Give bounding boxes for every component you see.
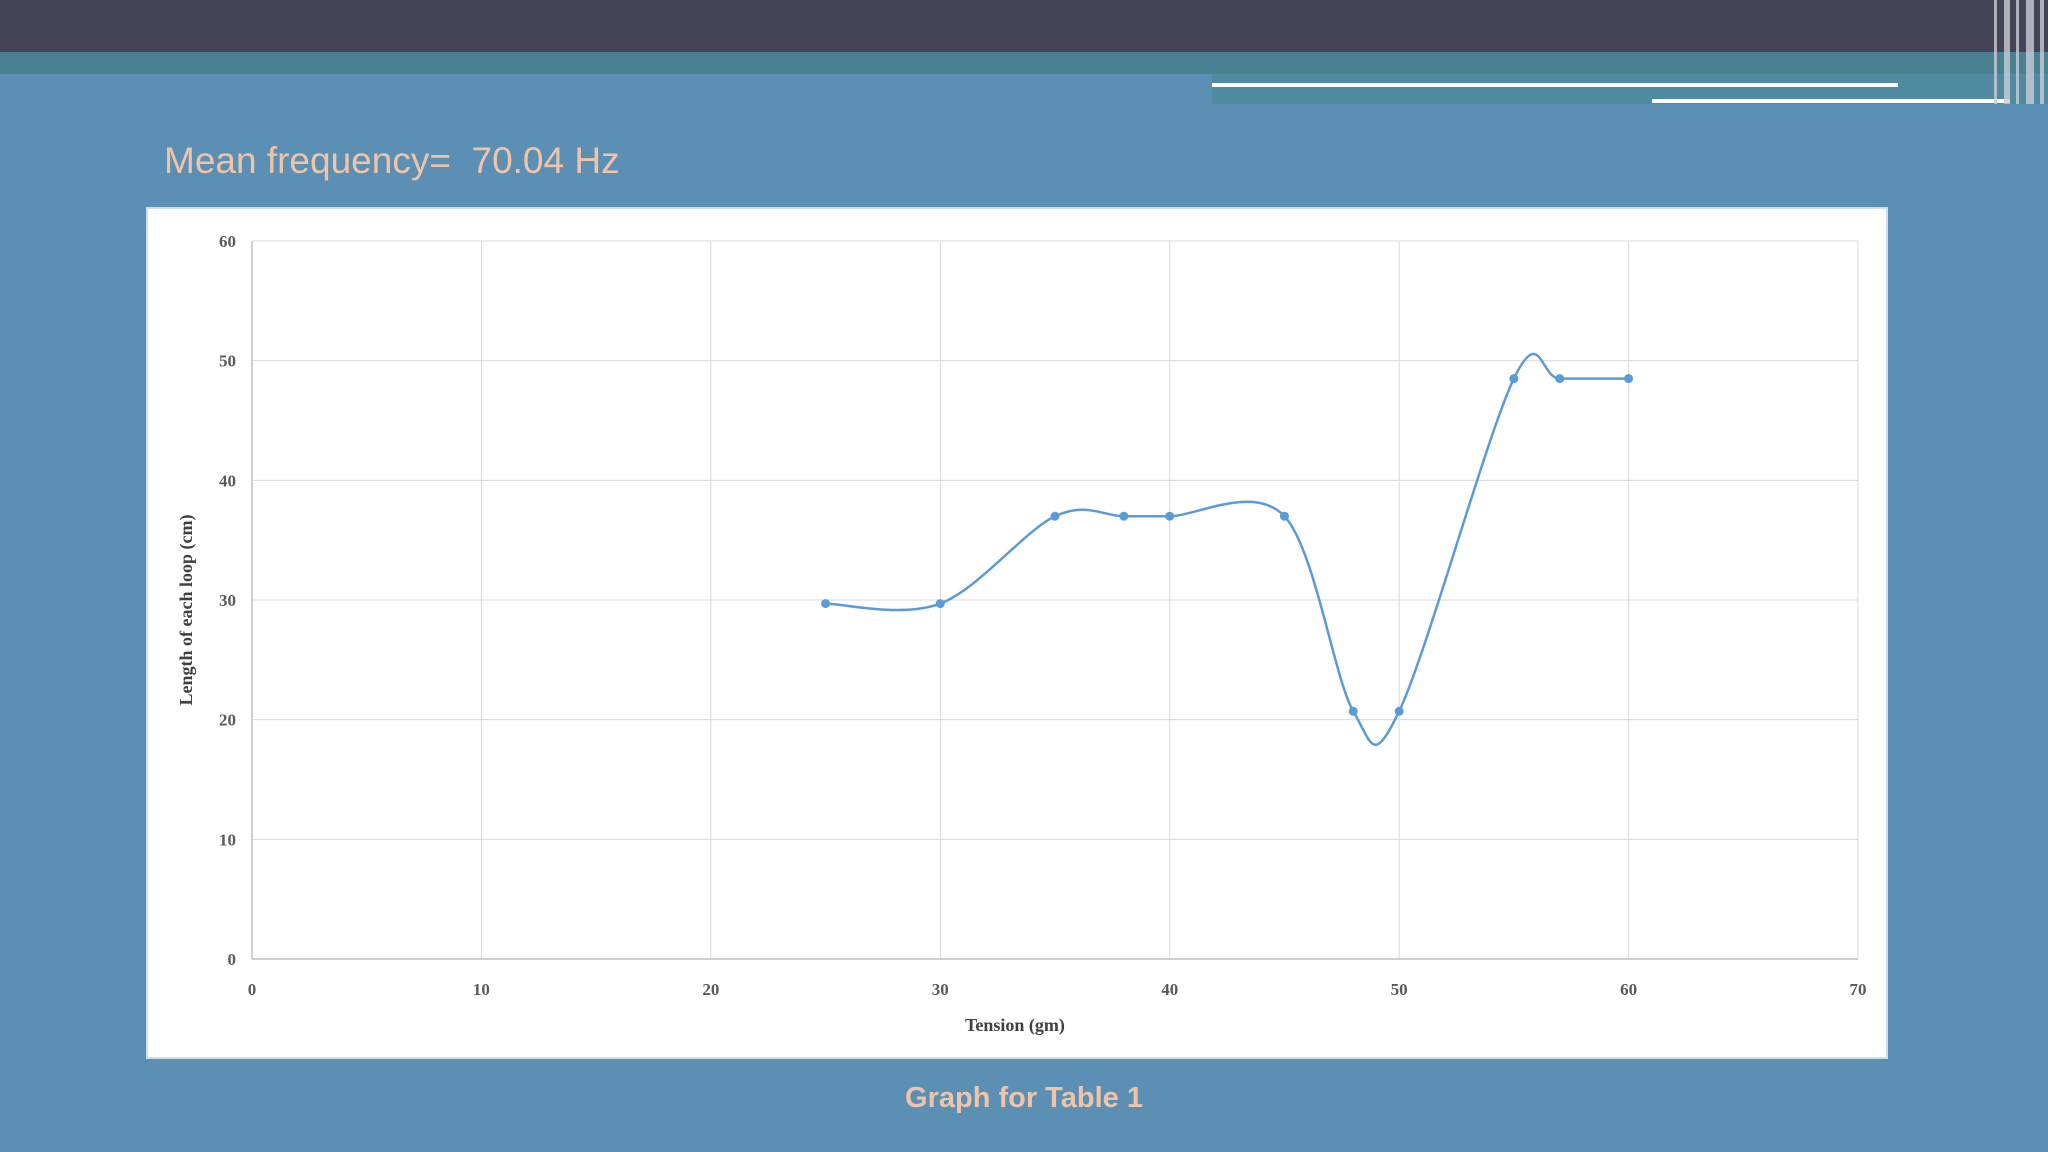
figure-caption: Graph for Table 1 — [905, 1082, 1143, 1114]
data-point — [1050, 511, 1060, 521]
accent-band — [0, 52, 2048, 74]
decorative-stripes — [1990, 0, 2048, 104]
slide-subtitle: Mean frequency= 70.04 Hz — [164, 140, 620, 181]
x-tick-label: 20 — [702, 980, 719, 999]
x-tick-label: 40 — [1161, 980, 1178, 999]
y-tick-label: 30 — [219, 591, 236, 610]
y-tick-label: 20 — [219, 711, 236, 730]
title-bar — [0, 0, 2048, 52]
data-point — [1165, 511, 1175, 521]
y-tick-label: 60 — [219, 232, 236, 251]
x-tick-label: 30 — [932, 980, 949, 999]
decorative-line — [1212, 83, 1898, 87]
y-tick-label: 10 — [219, 830, 236, 849]
data-point — [1119, 511, 1129, 521]
x-tick-label: 0 — [248, 980, 257, 999]
x-axis-title: Tension (gm) — [965, 1015, 1065, 1036]
y-axis-title: Length of each loop (cm) — [176, 515, 197, 706]
y-tick-label: 40 — [219, 471, 236, 490]
chart-frame[interactable]: 0 10 20 30 40 50 60 70 0 10 20 30 40 50 60 Tension (gm)… — [146, 207, 1888, 1059]
decorative-line — [1652, 99, 2010, 103]
y-tick-label: 0 — [228, 950, 237, 969]
data-point — [1509, 374, 1519, 384]
data-point — [1555, 374, 1565, 384]
series-line — [825, 352, 1629, 746]
x-tick-label: 10 — [473, 980, 490, 999]
x-tick-label: 60 — [1620, 980, 1637, 999]
data-point — [1394, 706, 1404, 716]
x-tick-label: 70 — [1850, 980, 1867, 999]
data-point — [1348, 706, 1358, 716]
x-tick-label: 50 — [1391, 980, 1408, 999]
data-point — [935, 599, 945, 609]
data-point — [1624, 374, 1634, 384]
data-point — [821, 599, 831, 609]
y-tick-label: 50 — [219, 352, 236, 371]
data-point — [1279, 511, 1289, 521]
line-chart: 0 10 20 30 40 50 60 70 0 10 20 30 40 50 60 Tension (gm)… — [176, 232, 1867, 1036]
